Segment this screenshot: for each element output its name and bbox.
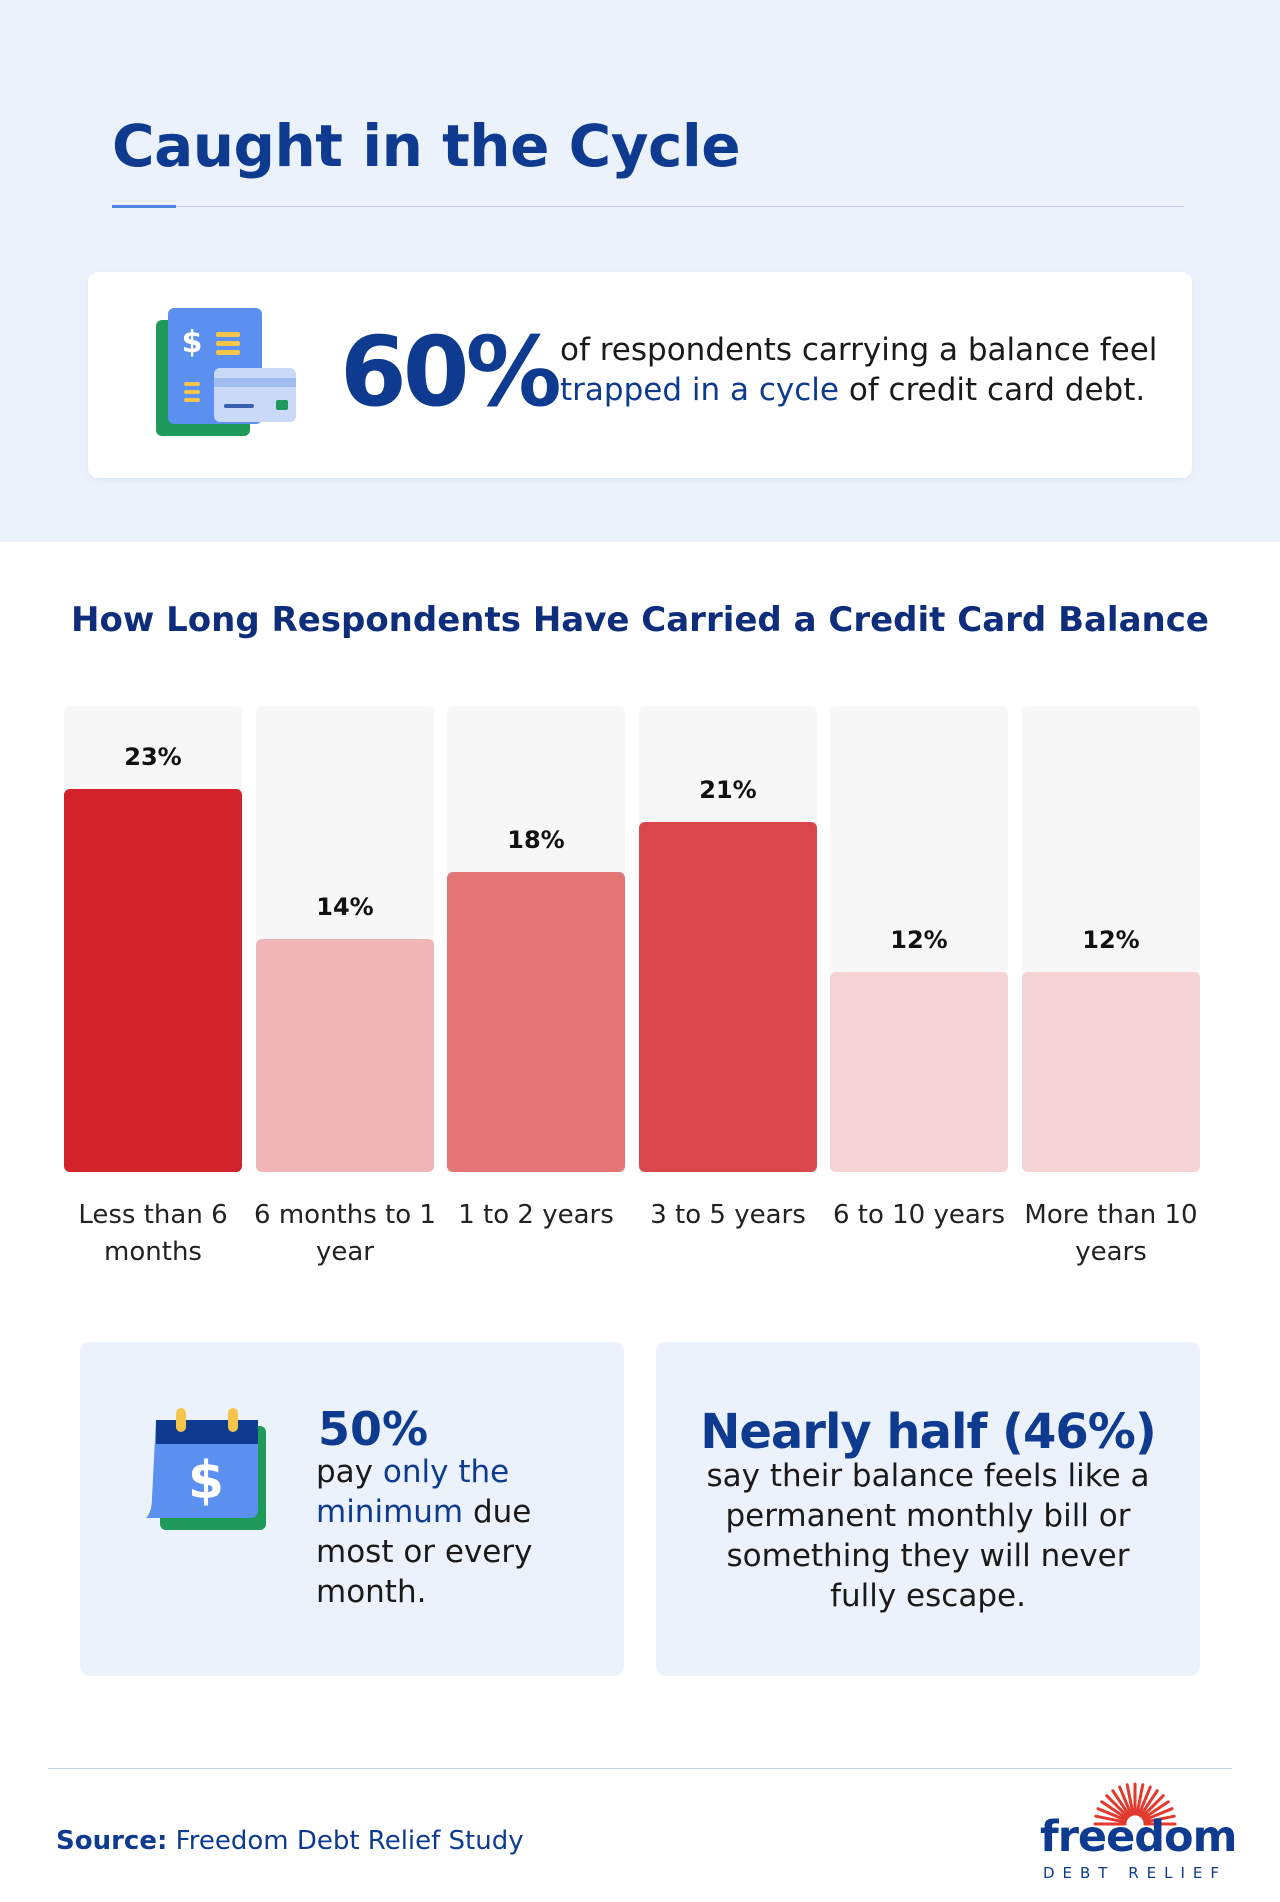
stat-text-prefix: of respondents carrying a balance feel [560,332,1158,368]
card-left-text-suffix: due most or every month. [316,1494,533,1610]
stat-text-suffix: of credit card debt. [848,372,1146,408]
footer-divider [48,1768,1232,1769]
category-label: 3 to 5 years [650,1200,806,1230]
logo-ray [1141,1800,1170,1820]
source-label: Source: [56,1826,168,1856]
bar-value-label: 12% [890,926,948,954]
logo-wordmark: freedom [1040,1812,1237,1862]
logo-ray [1100,1800,1129,1820]
category-label: More than 10 years [1024,1200,1198,1267]
logo-ray [1105,1794,1130,1819]
calendar-dollar-icon: $ [146,1408,266,1530]
category-label: 6 months to 1 year [254,1200,436,1267]
bar [639,822,817,1172]
source-text: Freedom Debt Relief Study [175,1826,524,1856]
bar [64,789,242,1172]
logo-ray [1118,1785,1133,1817]
bar [1022,972,1200,1172]
minimum-payment-text: pay only the minimum due most or every m… [316,1452,596,1612]
minimum-payment-card: $ 50% pay only the minimum due most or e… [80,1342,624,1676]
logo-ray [1142,1807,1174,1822]
bar-value-label: 23% [124,743,182,771]
stat-card: $ 60% of respondents carrying a balance … [88,272,1192,478]
sunburst-logo-icon [1093,1782,1177,1826]
wallet-card-icon: $ [156,308,296,436]
permanent-bill-text: say their balance feels like a permanent… [706,1458,1150,1614]
logo-ray [1137,1785,1152,1817]
logo-ray [1125,1783,1135,1816]
bar-value-label: 18% [507,826,565,854]
chart-title: How Long Respondents Have Carried a Cred… [71,600,1209,640]
logo-ray [1096,1807,1128,1822]
stat-percentage: 60% [340,316,562,428]
logo-ray [1111,1789,1131,1818]
logo-ray [1139,1789,1159,1818]
bar-value-label: 14% [316,893,374,921]
category-label: 6 to 10 years [832,1200,1006,1230]
title-accent-line [112,205,176,208]
category-label: Less than 6 months [78,1200,228,1267]
source-note: Source: Freedom Debt Relief Study [56,1826,524,1856]
page-title: Caught in the Cycle [112,112,741,180]
card-left-text-emphasis: only the minimum [316,1454,510,1530]
bar-value-label: 21% [699,776,757,804]
bar [256,939,434,1172]
bar-value-label: 12% [1082,926,1140,954]
svg-text:$: $ [182,325,203,360]
svg-text:$: $ [188,1451,224,1511]
bar [447,872,625,1172]
logo-ray [1140,1794,1165,1819]
category-label: 1 to 2 years [458,1200,614,1230]
logo-ray [1143,1814,1176,1824]
permanent-bill-card: Nearly half (46%) say their balance feel… [656,1342,1200,1676]
stat-description: of respondents carrying a balance feel t… [560,330,1160,410]
title-divider [112,206,1184,207]
logo-ray [1094,1814,1127,1824]
minimum-payment-stat: 50% [318,1402,429,1456]
logo-ray [1135,1783,1145,1816]
logo-subtitle: DEBT RELIEF [1042,1864,1228,1882]
card-left-text-prefix: pay [316,1454,374,1490]
permanent-bill-stat: Nearly half (46%) [700,1404,1157,1460]
stat-text-emphasis: trapped in a cycle [560,372,839,408]
bar [830,972,1008,1172]
